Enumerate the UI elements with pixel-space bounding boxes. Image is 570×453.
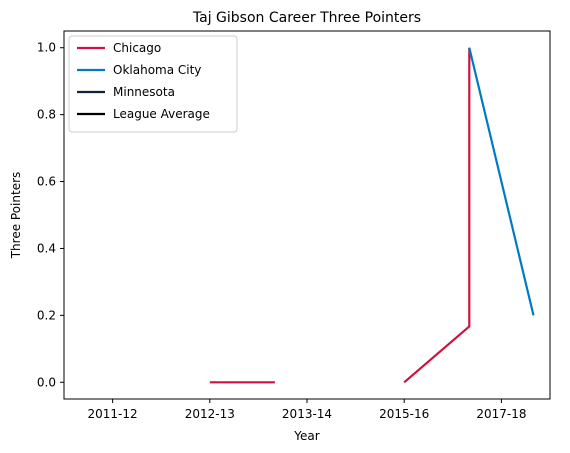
series-line-chicago <box>209 47 471 384</box>
y-tick-label: 1.0 <box>37 41 56 55</box>
y-tick-label: 0.4 <box>37 241 56 255</box>
legend-label: Chicago <box>113 41 161 55</box>
legend-label: Minnesota <box>113 85 175 99</box>
x-tick-label: 2012-13 <box>185 407 235 421</box>
x-tick-label: 2015-16 <box>379 407 429 421</box>
x-axis-label: Year <box>293 429 319 443</box>
y-axis: 0.0 0.2 0.4 0.6 0.8 1.0 <box>37 41 64 389</box>
y-tick-label: 0.6 <box>37 175 56 189</box>
legend: Chicago Oklahoma City Minnesota League Aver… <box>68 35 238 133</box>
chart-title: Taj Gibson Career Three Pointers <box>192 10 421 26</box>
x-tick-label: 2011-12 <box>88 407 138 421</box>
y-tick-label: 0.8 <box>37 108 56 122</box>
series-line-oklahoma-city <box>468 47 535 316</box>
legend-label: Oklahoma City <box>113 63 201 77</box>
legend-box <box>68 35 238 133</box>
legend-label: League Average <box>113 107 210 121</box>
y-tick-label: 0.2 <box>37 308 56 322</box>
x-axis: 2011-12 2012-13 2013-14 2015-16 2017-18 <box>88 399 526 421</box>
x-tick-label: 2013-14 <box>282 407 332 421</box>
x-tick-label: 2017-18 <box>476 407 526 421</box>
y-axis-label: Three Pointers <box>9 172 23 260</box>
y-tick-label: 0.0 <box>37 375 56 389</box>
